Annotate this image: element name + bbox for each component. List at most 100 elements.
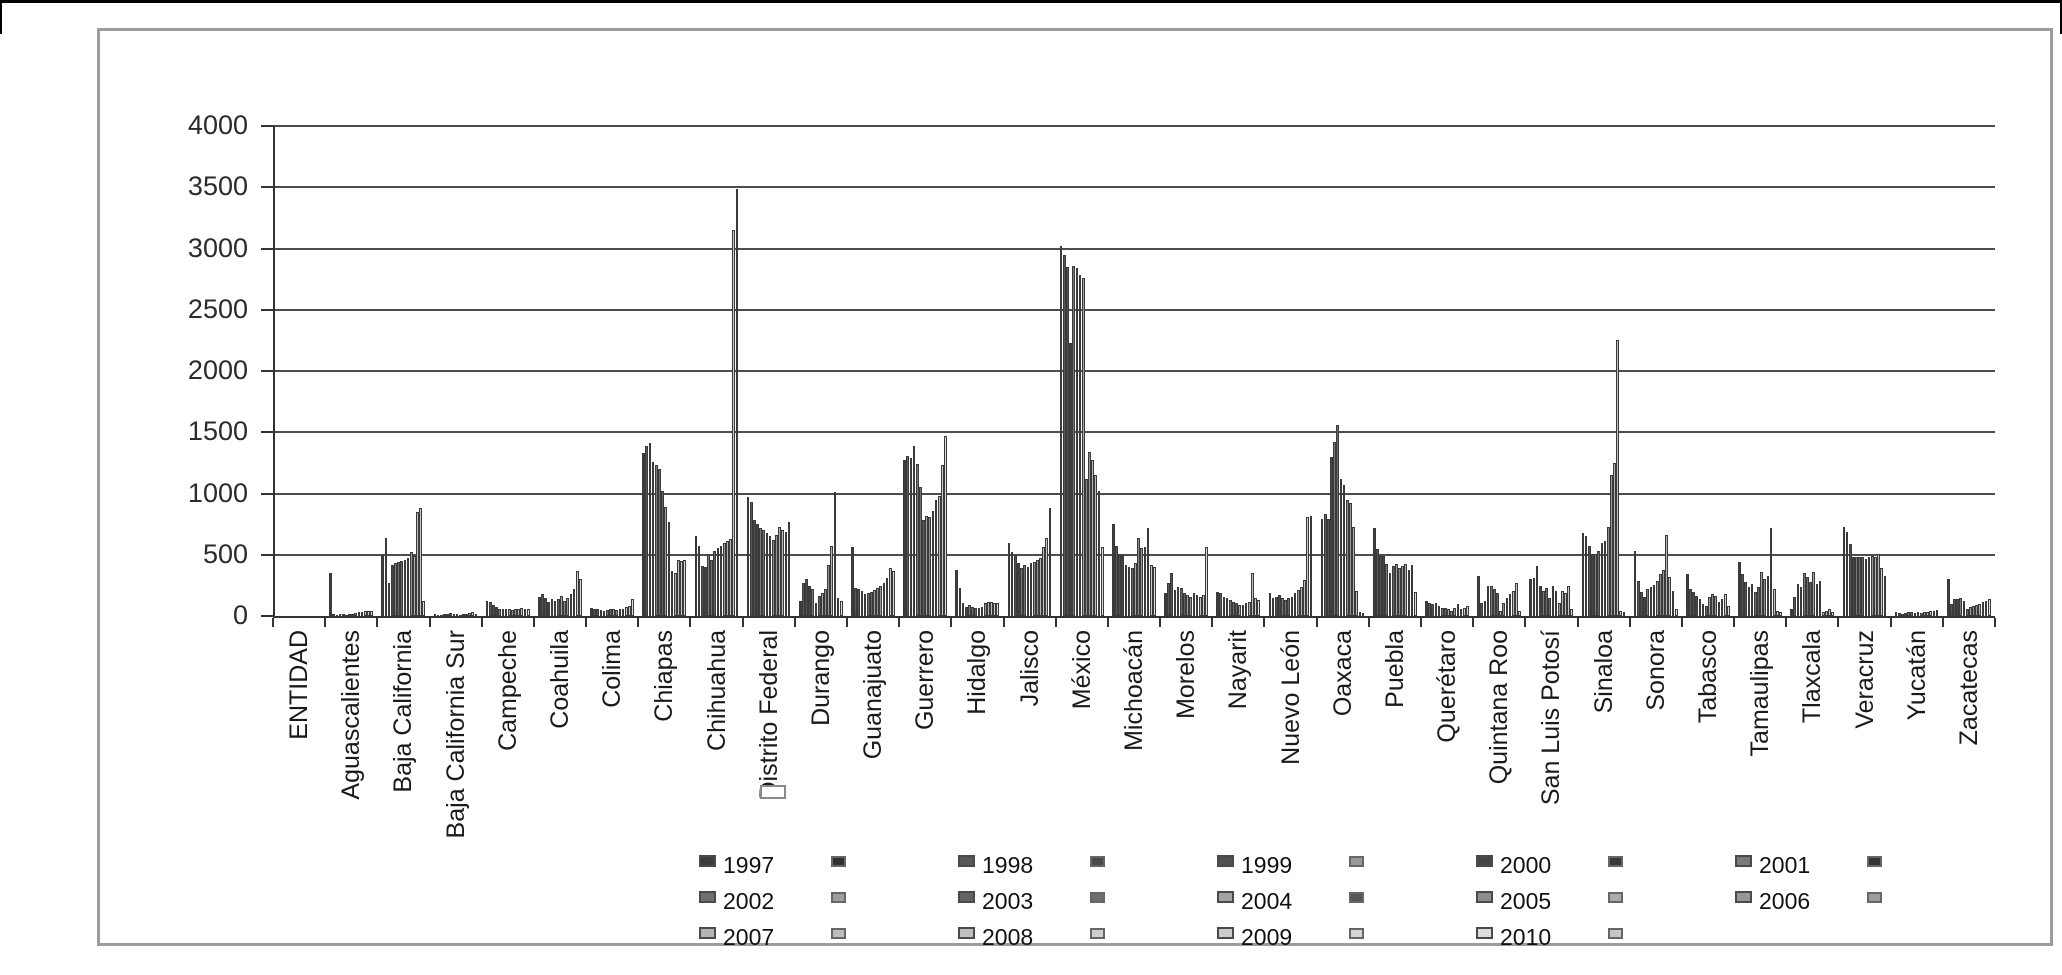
gridline-1000 xyxy=(273,492,1995,495)
y-axis-tick-label: 1500 xyxy=(187,416,248,447)
bar-Guanajuato-2005 xyxy=(876,587,879,616)
x-axis-tick xyxy=(898,618,901,627)
bar-Tlaxcala-2007 xyxy=(1821,611,1825,616)
bar-México-2002 xyxy=(1075,268,1079,616)
x-axis-tick xyxy=(1576,618,1579,627)
bar-Jalisco-2003 xyxy=(1026,567,1030,616)
window-right-border xyxy=(2060,0,2062,34)
bar-México-1999 xyxy=(1066,266,1069,616)
bar-Chihuahua-2007 xyxy=(726,541,729,616)
bar-Yucatán-1999 xyxy=(1900,613,1904,616)
bar-Sinaloa-2000 xyxy=(1591,554,1594,616)
bar-Distrito Federal-1998 xyxy=(749,501,753,616)
bar-Aguascalientes-1998 xyxy=(332,613,336,616)
x-axis-tick xyxy=(480,618,483,627)
bar-Veracruz-2005 xyxy=(1867,556,1871,616)
legend-swatch-2003 xyxy=(958,891,975,903)
x-axis-label-text: ENTIDAD xyxy=(285,630,314,740)
y-axis-tick xyxy=(261,615,273,617)
bar-Yucatán-1998 xyxy=(1897,612,1901,616)
x-axis-tick xyxy=(793,618,796,627)
legend-label-2006: 2006 xyxy=(1759,888,1811,914)
bar-Guanajuato-2004 xyxy=(873,590,876,616)
bar-Tlaxcala-2008 xyxy=(1825,611,1828,616)
bar-Colima-2001 xyxy=(602,610,606,616)
bar-Guerrero-2002 xyxy=(919,487,922,616)
bar-México-2005 xyxy=(1085,478,1088,616)
bar-Quintana Roo-1998 xyxy=(1480,603,1484,616)
bar-Nuevo León-2002 xyxy=(1284,600,1287,616)
bar-Nayarit-2008 xyxy=(1251,573,1254,616)
bar-Nuevo León-1997 xyxy=(1268,592,1272,616)
bar-Distrito Federal-2002 xyxy=(762,530,766,617)
bar-Querétaro-1999 xyxy=(1431,604,1435,616)
bar-Distrito Federal-2004 xyxy=(768,536,772,616)
bar-San Luis Potosí-2001 xyxy=(1542,590,1545,616)
gridline-500 xyxy=(273,553,1995,556)
bar-Yucatán-2008 xyxy=(1929,611,1933,616)
legend-swatch-2010 xyxy=(1476,927,1493,939)
bar-Tabasco-2008 xyxy=(1720,598,1724,616)
bar-Coahuila-2010 xyxy=(578,579,582,617)
bar-Querétaro-2006 xyxy=(1453,608,1457,616)
bar-Tlaxcala-2001 xyxy=(1802,572,1806,616)
bar-Durango-2009 xyxy=(836,597,840,616)
bar-Chiapas-2008 xyxy=(677,559,680,616)
bar-Puebla-2005 xyxy=(1398,568,1401,616)
bar-Jalisco-2005 xyxy=(1032,562,1036,616)
bar-Sonora-2006 xyxy=(1662,569,1665,616)
x-axis-label-text: Zacatecas xyxy=(1954,630,1983,746)
legend-swatch-1997 xyxy=(699,855,716,867)
legend-extra-swatch-2010 xyxy=(1608,928,1623,939)
bar-Zacatecas-2002 xyxy=(1962,601,1966,616)
bar-México-2004 xyxy=(1081,277,1085,616)
legend-label-2002: 2002 xyxy=(723,888,775,914)
bar-San Luis Potosí-2006 xyxy=(1557,603,1561,616)
bar-Baja California Sur-2010 xyxy=(474,613,478,616)
gridline-3000 xyxy=(273,247,1995,250)
bar-Nuevo León-1998 xyxy=(1271,598,1275,616)
bar-Distrito Federal-2008 xyxy=(781,530,785,617)
bar-Quintana Roo-2000 xyxy=(1486,586,1490,616)
bar-Nayarit-2002 xyxy=(1232,601,1235,616)
bar-Michoacán-2005 xyxy=(1137,537,1140,616)
bar-Coahuila-2000 xyxy=(547,601,551,616)
bar-Sinaloa-1997 xyxy=(1581,532,1585,616)
bar-Querétaro-2010 xyxy=(1466,606,1469,616)
bar-Campeche-2004 xyxy=(507,609,511,616)
bar-Aguascalientes-2010 xyxy=(370,611,373,616)
bar-San Luis Potosí-2010 xyxy=(1570,609,1574,616)
bar-Quintana Roo-2005 xyxy=(1502,603,1506,616)
x-axis-tick xyxy=(272,618,274,627)
x-axis-tick xyxy=(689,618,692,627)
bar-Veracruz-2002 xyxy=(1858,557,1861,616)
bar-Nayarit-2007 xyxy=(1247,601,1251,616)
bar-México-2010 xyxy=(1100,547,1104,616)
bar-Oaxaca-2000 xyxy=(1330,456,1333,617)
bar-Aguascalientes-2004 xyxy=(351,613,355,616)
bar-México-2008 xyxy=(1094,475,1098,616)
bar-Tlaxcala-2006 xyxy=(1818,581,1822,616)
bar-Chiapas-2006 xyxy=(670,570,674,616)
x-axis-label-text: Jalisco xyxy=(1015,630,1044,707)
bar-Coahuila-2005 xyxy=(563,601,566,616)
bar-Oaxaca-1997 xyxy=(1320,519,1324,616)
bar-Yucatán-2005 xyxy=(1919,612,1923,616)
bar-Nuevo León-2000 xyxy=(1277,595,1281,616)
bar-Oaxaca-1999 xyxy=(1326,519,1330,616)
x-axis-label-text: Baja California xyxy=(389,630,418,793)
bar-Guanajuato-1999 xyxy=(857,589,861,616)
bar-Colima-2000 xyxy=(599,609,603,616)
bar-Veracruz-1998 xyxy=(1845,531,1849,616)
legend-label-2009: 2009 xyxy=(1241,924,1293,950)
bar-Baja California-2004 xyxy=(403,559,407,616)
bar-Nuevo León-2009 xyxy=(1306,517,1310,616)
bar-Quintana Roo-2002 xyxy=(1493,589,1496,616)
bar-Chihuahua-2005 xyxy=(719,546,723,616)
x-axis-label-text: Campeche xyxy=(493,630,522,751)
x-axis-label-text: Guerrero xyxy=(911,630,940,731)
bar-Guerrero-2003 xyxy=(922,520,925,616)
bar-Nuevo León-2005 xyxy=(1293,592,1297,616)
legend-extra-swatch-1999 xyxy=(1349,856,1364,867)
bar-Tabasco-2006 xyxy=(1714,595,1718,616)
